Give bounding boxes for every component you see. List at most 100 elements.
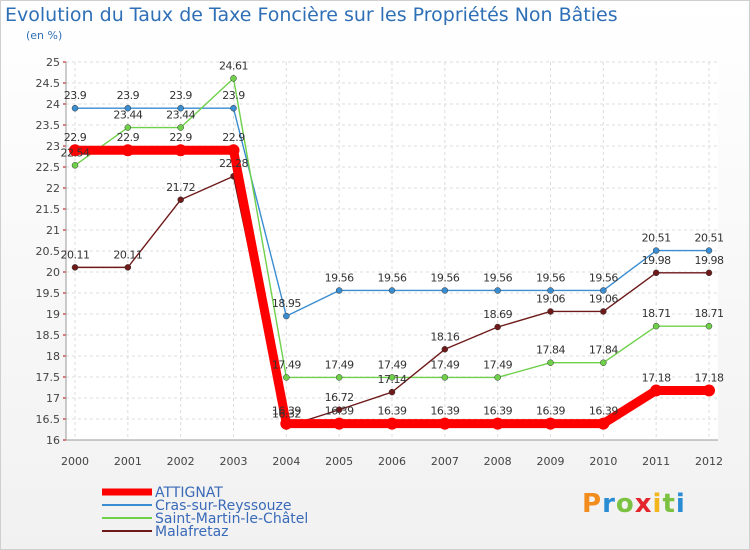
data-label: 16.39 <box>483 405 512 418</box>
y-axis-unit: (en %) <box>26 29 63 42</box>
series-point <box>124 264 132 271</box>
series-point <box>652 247 660 254</box>
series-point <box>494 287 501 294</box>
data-label: 16.39 <box>589 405 618 418</box>
data-label: 16.39 <box>430 405 459 418</box>
proxiti-logo: Proxiti <box>582 489 686 519</box>
data-label: 22.9 <box>222 131 245 144</box>
data-label: 17.18 <box>695 371 724 384</box>
data-label: 22.9 <box>117 131 140 144</box>
data-label: 18.71 <box>642 307 671 320</box>
legend-label-3: Malafretaz <box>155 524 229 540</box>
y-tick-label: 23.5 <box>36 119 61 132</box>
data-label: 21.72 <box>166 181 195 194</box>
y-tick-label: 16.5 <box>36 413 61 426</box>
series-point <box>177 104 184 112</box>
logo-letter: o <box>615 489 635 519</box>
data-label: 19.56 <box>325 271 354 284</box>
data-label: 17.49 <box>325 358 354 371</box>
data-label: 16.39 <box>536 405 565 418</box>
series-point <box>335 287 343 294</box>
data-label: 18.95 <box>272 297 301 310</box>
series-point <box>600 287 607 294</box>
series-point <box>227 144 240 157</box>
series-point <box>177 124 184 131</box>
series-point <box>600 359 607 366</box>
data-label: 24.61 <box>219 59 248 72</box>
data-label: 19.56 <box>378 271 407 284</box>
data-label: 17.14 <box>378 373 407 386</box>
logo-letter: i <box>652 489 663 519</box>
y-tick-label: 20.5 <box>36 245 61 258</box>
series-point <box>494 323 501 331</box>
series-point <box>230 75 237 82</box>
x-tick-label: 2003 <box>220 455 248 468</box>
data-label: 19.56 <box>483 271 512 284</box>
data-label: 16.39 <box>378 405 407 418</box>
y-tick-label: 19.5 <box>36 287 61 300</box>
series-point <box>441 374 449 381</box>
data-label: 19.56 <box>430 271 459 284</box>
series-point <box>652 269 660 277</box>
series-point <box>283 374 290 381</box>
data-label: 18.71 <box>695 307 724 320</box>
data-label: 19.06 <box>536 292 565 305</box>
data-label: 16.32 <box>272 408 301 421</box>
logo-letter: x <box>634 489 653 519</box>
y-tick-label: 24 <box>46 98 60 111</box>
data-label: 22.54 <box>61 146 90 159</box>
data-label: 16.39 <box>272 405 301 418</box>
x-tick-label: 2004 <box>272 455 300 468</box>
y-tick-label: 24.5 <box>36 77 61 90</box>
logo-letter: r <box>602 489 616 519</box>
data-label: 19.56 <box>589 271 618 284</box>
data-label: 20.11 <box>61 248 90 261</box>
series-point <box>333 417 346 430</box>
series-layer <box>69 75 715 430</box>
data-label: 19.98 <box>695 254 724 267</box>
series-point <box>441 346 449 353</box>
data-label: 20.51 <box>642 232 671 245</box>
series-point <box>705 269 713 277</box>
x-tick-label: 2009 <box>537 455 565 468</box>
legend-label-2: Saint-Martin-le-Châtel <box>155 511 308 527</box>
data-label: 20.51 <box>695 232 724 245</box>
x-tick-label: 2007 <box>431 455 459 468</box>
x-tick-label: 2010 <box>589 455 617 468</box>
data-label: 17.84 <box>589 344 618 357</box>
x-tick-label: 2008 <box>484 455 512 468</box>
data-label: 22.28 <box>219 157 248 170</box>
series-point <box>174 144 187 157</box>
series-point <box>71 162 79 169</box>
series-point <box>177 196 184 204</box>
series-point <box>650 384 663 397</box>
data-label: 23.9 <box>64 89 87 102</box>
x-tick-label: 2011 <box>642 455 670 468</box>
y-tick-label: 20 <box>46 266 60 279</box>
series-point <box>547 359 554 366</box>
data-label: 19.56 <box>536 271 565 284</box>
logo-letter: i <box>675 489 686 519</box>
x-tick-label: 2001 <box>114 455 142 468</box>
data-label: 17.49 <box>378 358 407 371</box>
series-point <box>494 374 501 381</box>
data-label: 23.44 <box>113 109 142 122</box>
series-point <box>335 406 343 414</box>
data-label: 17.18 <box>642 371 671 384</box>
data-label: 18.69 <box>483 308 512 321</box>
series-point <box>491 417 504 430</box>
series-point <box>71 264 79 271</box>
series-point <box>124 124 132 131</box>
y-tick-label: 22 <box>46 182 60 195</box>
data-label: 20.11 <box>113 248 142 261</box>
data-label: 19.98 <box>642 254 671 267</box>
series-point <box>705 247 713 254</box>
series-point <box>705 322 713 330</box>
data-labels: 22.9 22.9 22.9 22.916.39 16.39 16.39 16.39 16.3… <box>61 59 725 421</box>
series-point <box>124 104 132 112</box>
y-tick-label: 18.5 <box>36 329 61 342</box>
data-label: 18.16 <box>430 330 459 343</box>
x-tick-label: 2002 <box>167 455 195 468</box>
chart-title: Evolution du Taux de Taxe Foncière sur l… <box>5 4 618 26</box>
